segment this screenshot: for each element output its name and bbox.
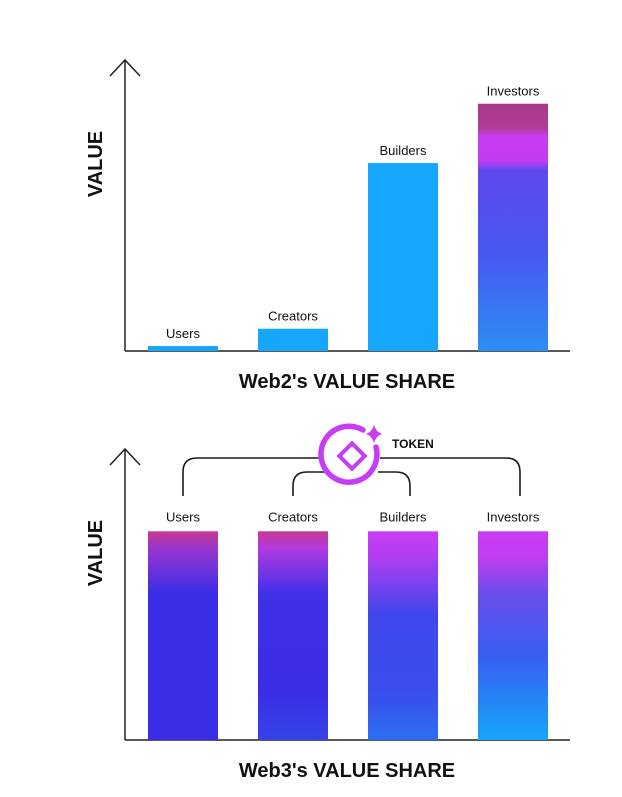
web2-bar-label-users: Users	[166, 326, 200, 341]
web2-chart: VALUE Users Creators Builders Investors Web…	[85, 58, 570, 393]
web2-bar-creators	[258, 328, 328, 351]
web3-bar-creators	[258, 531, 328, 740]
web3-y-axis-arrow-icon	[109, 447, 141, 466]
web3-chart-title: Web3's VALUE SHARE	[239, 760, 455, 782]
token-bracket-outer	[182, 457, 324, 496]
web2-bar-label-investors: Investors	[487, 84, 540, 99]
token-icon	[318, 423, 382, 485]
web2-y-axis-title: VALUE	[85, 131, 107, 197]
web2-bar-builders	[368, 163, 438, 351]
web3-bar-users	[148, 531, 218, 740]
web3-bar-label-creators: Creators	[268, 509, 318, 524]
web2-chart-title: Web2's VALUE SHARE	[239, 371, 455, 393]
web2-bars: Users Creators Builders Investors	[148, 84, 548, 352]
token-bracket-inner	[292, 471, 326, 496]
token-label: TOKEN	[392, 437, 434, 451]
web3-bars: Users Creators Builders Investors	[148, 509, 548, 740]
web2-bar-label-creators: Creators	[268, 309, 318, 324]
web2-bar-users	[148, 346, 218, 351]
web3-y-axis-title: VALUE	[85, 520, 107, 586]
token-bracket-inner-right	[378, 471, 411, 496]
web2-bar-label-builders: Builders	[380, 143, 427, 158]
web3-bar-builders	[368, 531, 438, 740]
web3-chart: VALUE TOKEN Users Creators Builders Investo…	[85, 423, 570, 782]
token-bracket-outer-right	[380, 457, 521, 496]
web3-bar-label-users: Users	[166, 509, 200, 524]
web3-bar-investors	[478, 531, 548, 740]
web3-bar-label-builders: Builders	[380, 509, 427, 524]
web2-y-axis-arrow-icon	[109, 58, 141, 77]
token-connector: TOKEN	[182, 423, 521, 496]
web3-bar-label-investors: Investors	[487, 509, 540, 524]
web2-bar-investors	[478, 103, 548, 352]
